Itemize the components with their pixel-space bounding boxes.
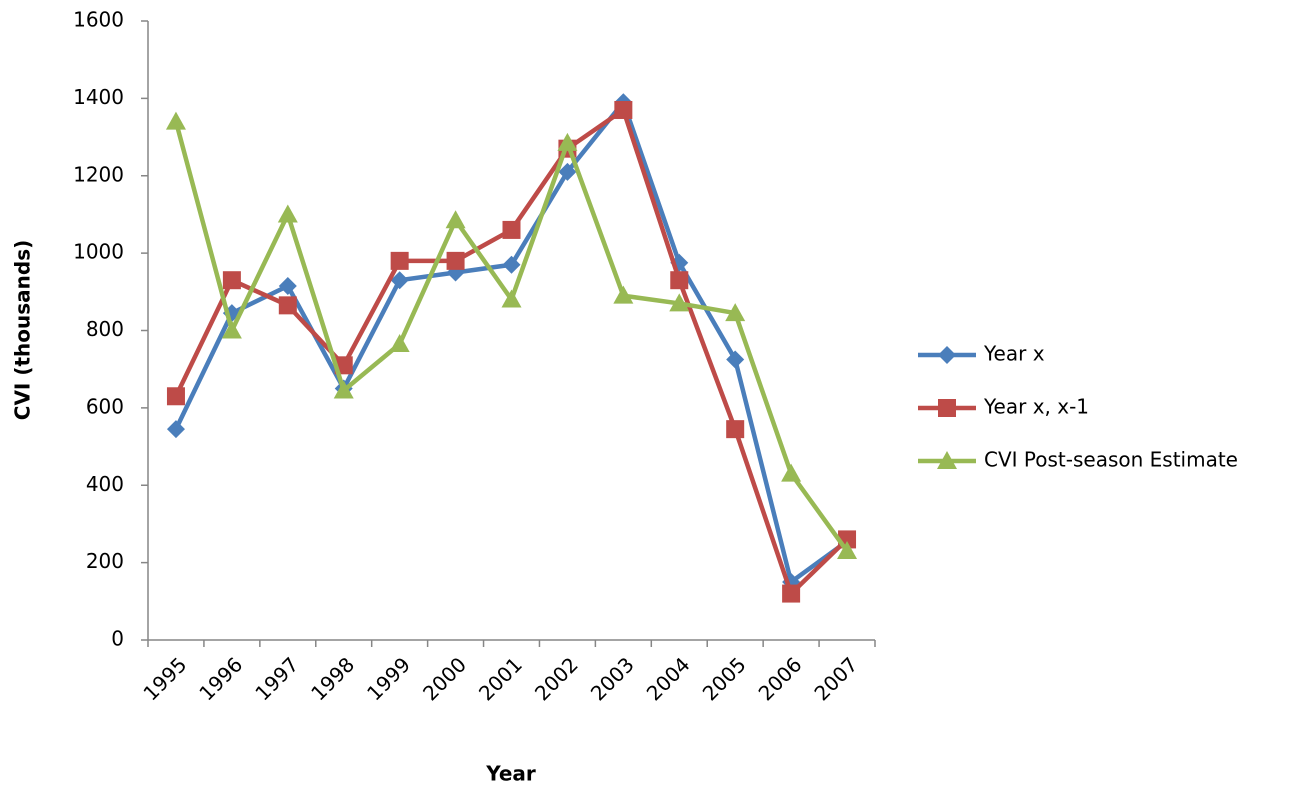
marker [726,420,745,439]
y-tick-label: 800 [86,317,124,341]
marker [837,541,858,560]
x-tick-label: 2003 [586,652,639,705]
marker [277,204,298,223]
marker [165,111,186,130]
x-axis-title: Year [485,762,536,786]
x-tick-label: 1997 [250,652,303,705]
marker [502,255,521,274]
marker [557,132,578,151]
y-tick-label: 0 [111,627,124,651]
x-tick-label: 1999 [362,652,415,705]
marker [726,350,745,369]
x-tick-label: 2002 [530,652,583,705]
marker [614,100,633,119]
marker [166,420,185,439]
x-tick-label: 2004 [642,652,695,705]
marker [501,289,522,308]
y-tick-label: 1600 [73,8,124,32]
legend-label: Year x [983,342,1045,366]
x-tick-label: 2001 [474,652,527,705]
marker [222,271,241,290]
x-tick-label: 2006 [754,652,807,705]
y-tick-label: 600 [86,394,124,418]
marker [613,285,634,304]
marker [938,346,956,364]
x-tick-label: 2000 [418,652,471,705]
marker [278,277,297,296]
x-tick-label: 1996 [194,652,247,705]
y-tick-label: 200 [86,549,124,573]
marker [446,251,465,270]
marker [937,451,957,469]
marker [221,320,242,339]
y-tick-label: 1200 [73,162,124,186]
series-line [173,121,849,553]
marker [278,296,297,315]
marker [166,387,185,406]
marker [725,303,746,322]
legend-label: CVI Post-season Estimate [984,448,1238,472]
x-tick-label: 2007 [809,652,862,705]
marker [558,162,577,181]
marker [389,334,410,353]
marker [333,380,354,399]
marker [938,399,956,417]
marker [502,220,521,239]
marker [390,251,409,270]
y-tick-label: 1400 [73,85,124,109]
y-tick-label: 1000 [73,240,124,264]
y-axis-title: CVI (thousands) [11,240,35,420]
x-tick-label: 1995 [138,652,191,705]
marker [445,210,466,229]
marker [669,293,690,312]
x-tick-label: 2005 [698,652,751,705]
marker [670,271,689,290]
marker [390,271,409,290]
y-tick-label: 400 [86,472,124,496]
marker [781,463,802,482]
legend-label: Year x, x-1 [983,395,1089,419]
marker [782,584,801,603]
x-tick-label: 1998 [306,652,359,705]
